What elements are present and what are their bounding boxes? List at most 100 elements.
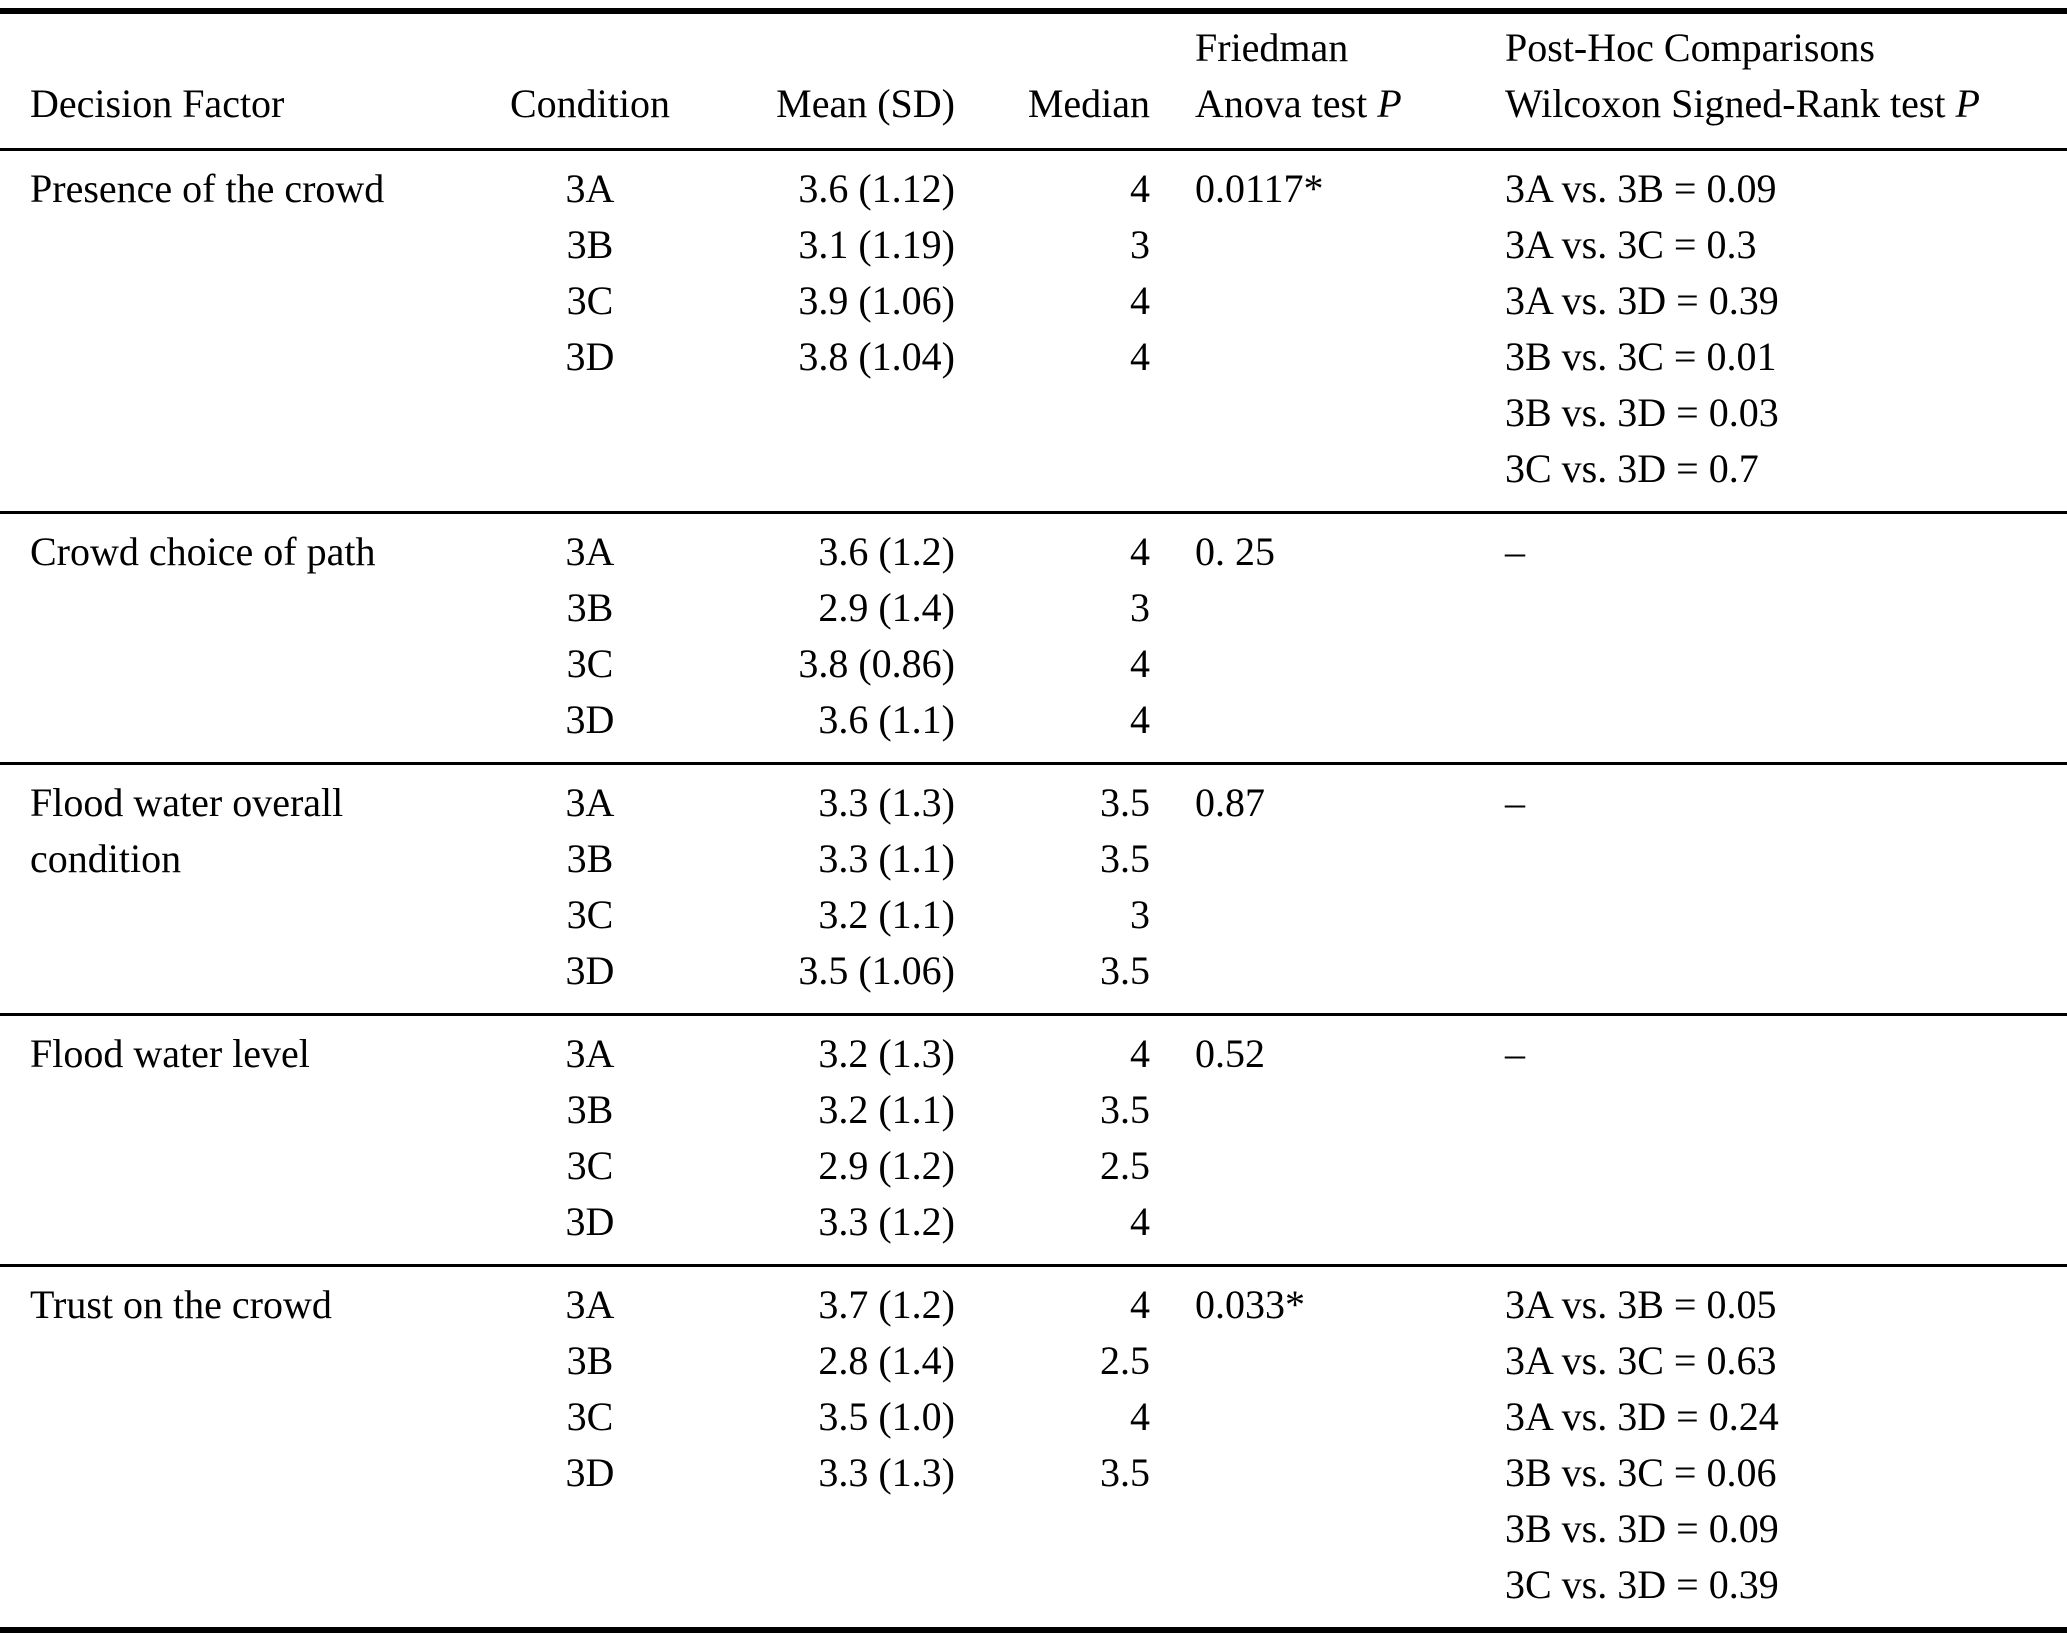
mean-sd-cell: 3.7 (1.2) 2.8 (1.4) 3.5 (1.0) 3.3 (1.3) xyxy=(690,1277,955,1613)
table-top-rule xyxy=(0,8,2067,14)
mean-sd-value: 3.5 (1.06) xyxy=(798,948,955,993)
friedman-p-cell: 0. 25 xyxy=(1150,524,1505,748)
header-mean-sd: Mean (SD) xyxy=(690,20,955,132)
mean-sd-value: 3.2 (1.1) xyxy=(818,1087,955,1132)
posthoc-comparison: 3A vs. 3B = 0.09 xyxy=(1505,166,1777,211)
condition-value: 3D xyxy=(565,334,615,379)
row-separator-rule xyxy=(0,511,2067,514)
condition-value: 3A xyxy=(565,166,615,211)
header-decision-factor-label: Decision Factor xyxy=(30,81,285,126)
table-bottom-rule xyxy=(0,1627,2067,1633)
posthoc-comparison: 3B vs. 3C = 0.06 xyxy=(1505,1450,1777,1495)
header-posthoc-p-symbol: P xyxy=(1955,81,1980,126)
posthoc-comparison: 3B vs. 3D = 0.03 xyxy=(1505,390,1779,435)
table-row-crowd-choice-of-path: Crowd choice of path 3A 3B 3C 3D 3.6 (1.2) 2… xyxy=(0,514,2067,762)
median-value: 4 xyxy=(1130,697,1150,742)
condition-value: 3D xyxy=(565,1450,615,1495)
header-posthoc-line2-text: Wilcoxon Signed-Rank test xyxy=(1505,81,1956,126)
condition-cell: 3A 3B 3C 3D xyxy=(490,775,690,999)
header-posthoc-line1: Post-Hoc Comparisons xyxy=(1505,25,1875,70)
header-friedman-line2: Anova test P xyxy=(1195,76,1505,132)
condition-value: 3B xyxy=(566,1338,614,1383)
posthoc-comparison: 3A vs. 3D = 0.39 xyxy=(1505,278,1779,323)
header-friedman: Friedman Anova test P xyxy=(1150,20,1505,132)
mean-sd-value: 3.6 (1.1) xyxy=(818,697,955,742)
friedman-p-value: 0. 25 xyxy=(1195,529,1275,574)
condition-value: 3C xyxy=(566,892,614,937)
median-value: 3 xyxy=(1130,585,1150,630)
friedman-p-value: 0.87 xyxy=(1195,780,1265,825)
posthoc-cell: 3A vs. 3B = 0.09 3A vs. 3C = 0.3 3A vs. 3D… xyxy=(1505,161,2067,497)
mean-sd-cell: 3.6 (1.12) 3.1 (1.19) 3.9 (1.06) 3.8 (1.04) xyxy=(690,161,955,497)
header-condition: Condition xyxy=(490,20,690,132)
condition-value: 3B xyxy=(566,222,614,267)
mean-sd-value: 3.9 (1.06) xyxy=(798,278,955,323)
posthoc-cell: – xyxy=(1505,524,2067,748)
posthoc-cell: – xyxy=(1505,775,2067,999)
header-posthoc: Post-Hoc Comparisons Wilcoxon Signed-Ran… xyxy=(1505,20,2067,132)
row-separator-rule xyxy=(0,762,2067,765)
header-posthoc-line2: Wilcoxon Signed-Rank test P xyxy=(1505,76,2067,132)
median-value: 2.5 xyxy=(1100,1143,1150,1188)
posthoc-comparison: 3C vs. 3D = 0.39 xyxy=(1505,1562,1779,1607)
condition-value: 3D xyxy=(565,948,615,993)
friedman-p-cell: 0.52 xyxy=(1150,1026,1505,1250)
header-mean-sd-label: Mean (SD) xyxy=(776,81,955,126)
median-value: 4 xyxy=(1130,1282,1150,1327)
posthoc-comparison: 3B vs. 3C = 0.01 xyxy=(1505,334,1777,379)
mean-sd-value: 3.3 (1.1) xyxy=(818,836,955,881)
condition-cell: 3A 3B 3C 3D xyxy=(490,1277,690,1613)
posthoc-comparison: 3A vs. 3D = 0.24 xyxy=(1505,1394,1779,1439)
friedman-p-value: 0.0117* xyxy=(1195,166,1324,211)
posthoc-comparison: 3C vs. 3D = 0.7 xyxy=(1505,446,1759,491)
paper-statistics-table-page: Decision Factor Condition Mean (SD) Medi… xyxy=(0,8,2067,1633)
decision-factor-cell: Flood water overall condition xyxy=(30,780,344,881)
mean-sd-value: 3.3 (1.3) xyxy=(818,1450,955,1495)
table-row-trust-on-the-crowd: Trust on the crowd 3A 3B 3C 3D 3.7 (1.2) 2.8… xyxy=(0,1267,2067,1627)
median-value: 4 xyxy=(1130,278,1150,323)
mean-sd-value: 3.6 (1.2) xyxy=(818,529,955,574)
median-value: 4 xyxy=(1130,529,1150,574)
mean-sd-value: 3.8 (1.04) xyxy=(798,334,955,379)
posthoc-comparison: – xyxy=(1505,529,1525,574)
friedman-p-cell: 0.0117* xyxy=(1150,161,1505,497)
median-value: 3.5 xyxy=(1100,836,1150,881)
table-row-flood-water-overall-condition: Flood water overall condition 3A 3B 3C 3D 3… xyxy=(0,765,2067,1013)
mean-sd-value: 3.8 (0.86) xyxy=(798,641,955,686)
mean-sd-value: 3.2 (1.3) xyxy=(818,1031,955,1076)
decision-factor-cell: Presence of the crowd xyxy=(30,166,385,211)
condition-value: 3C xyxy=(566,1394,614,1439)
condition-value: 3B xyxy=(566,585,614,630)
median-cell: 4 3 4 4 xyxy=(955,161,1150,497)
posthoc-comparison: 3A vs. 3B = 0.05 xyxy=(1505,1282,1777,1327)
median-value: 4 xyxy=(1130,334,1150,379)
mean-sd-value: 3.2 (1.1) xyxy=(818,892,955,937)
mean-sd-value: 3.3 (1.3) xyxy=(818,780,955,825)
header-friedman-line1: Friedman xyxy=(1195,25,1349,70)
median-value: 4 xyxy=(1130,1031,1150,1076)
condition-cell: 3A 3B 3C 3D xyxy=(490,524,690,748)
median-cell: 4 3 4 4 xyxy=(955,524,1150,748)
header-decision-factor: Decision Factor xyxy=(30,20,490,132)
median-cell: 3.5 3.5 3 3.5 xyxy=(955,775,1150,999)
row-separator-rule xyxy=(0,1264,2067,1267)
median-value: 3 xyxy=(1130,892,1150,937)
friedman-p-cell: 0.87 xyxy=(1150,775,1505,999)
mean-sd-value: 2.9 (1.4) xyxy=(818,585,955,630)
mean-sd-cell: 3.6 (1.2) 2.9 (1.4) 3.8 (0.86) 3.6 (1.1) xyxy=(690,524,955,748)
condition-value: 3A xyxy=(565,1031,615,1076)
condition-value: 3A xyxy=(565,780,615,825)
median-cell: 4 2.5 4 3.5 xyxy=(955,1277,1150,1613)
median-value: 4 xyxy=(1130,641,1150,686)
median-value: 3.5 xyxy=(1100,780,1150,825)
condition-value: 3C xyxy=(566,278,614,323)
condition-value: 3D xyxy=(565,697,615,742)
mean-sd-value: 3.3 (1.2) xyxy=(818,1199,955,1244)
mean-sd-value: 3.5 (1.0) xyxy=(818,1394,955,1439)
header-median: Median xyxy=(955,20,1150,132)
mean-sd-value: 3.7 (1.2) xyxy=(818,1282,955,1327)
median-value: 3.5 xyxy=(1100,948,1150,993)
posthoc-comparison: – xyxy=(1505,1031,1525,1076)
median-value: 3.5 xyxy=(1100,1450,1150,1495)
posthoc-cell: – xyxy=(1505,1026,2067,1250)
